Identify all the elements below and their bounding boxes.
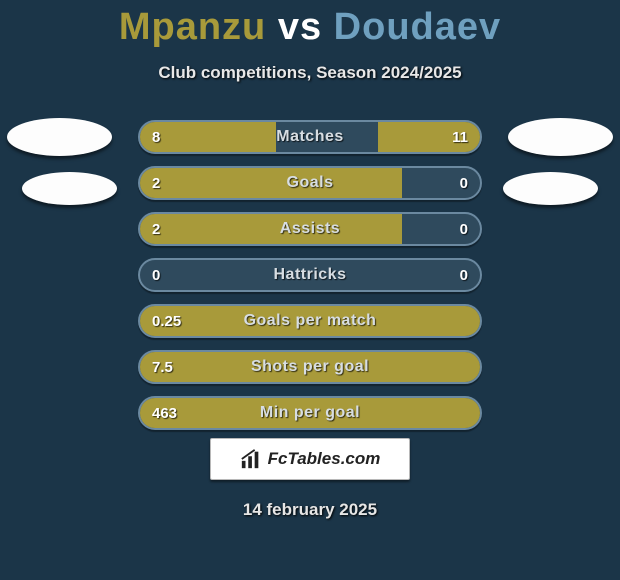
stat-value-right: 0 (460, 168, 468, 198)
badge-text: FcTables.com (268, 449, 381, 469)
player2-club-placeholder (503, 172, 598, 205)
stat-row: 463Min per goal (138, 396, 482, 430)
stat-row: 0Hattricks0 (138, 258, 482, 292)
stat-row: 7.5Shots per goal (138, 350, 482, 384)
player2-name: Doudaev (334, 6, 501, 48)
chart-icon (240, 448, 262, 470)
fctables-badge[interactable]: FcTables.com (210, 438, 410, 480)
player1-name: Mpanzu (119, 6, 266, 48)
vs-text: vs (278, 6, 322, 48)
stat-row: 2Assists0 (138, 212, 482, 246)
stat-row: 0.25Goals per match (138, 304, 482, 338)
stat-label: Matches (140, 122, 480, 152)
stat-value-right: 0 (460, 260, 468, 290)
player2-avatar-placeholder (508, 118, 613, 156)
stat-row: 8Matches11 (138, 120, 482, 154)
stat-label: Shots per goal (140, 352, 480, 382)
stat-value-right: 11 (452, 122, 468, 152)
stat-label: Assists (140, 214, 480, 244)
stat-value-right: 0 (460, 214, 468, 244)
stat-label: Goals per match (140, 306, 480, 336)
stat-label: Hattricks (140, 260, 480, 290)
player1-avatar-placeholder (7, 118, 112, 156)
comparison-title: Mpanzu vs Doudaev (0, 0, 620, 49)
player1-club-placeholder (22, 172, 117, 205)
stat-label: Goals (140, 168, 480, 198)
stat-label: Min per goal (140, 398, 480, 428)
subtitle: Club competitions, Season 2024/2025 (0, 63, 620, 83)
stat-row: 2Goals0 (138, 166, 482, 200)
stats-container: 8Matches112Goals02Assists00Hattricks00.2… (138, 120, 482, 442)
date: 14 february 2025 (0, 500, 620, 520)
